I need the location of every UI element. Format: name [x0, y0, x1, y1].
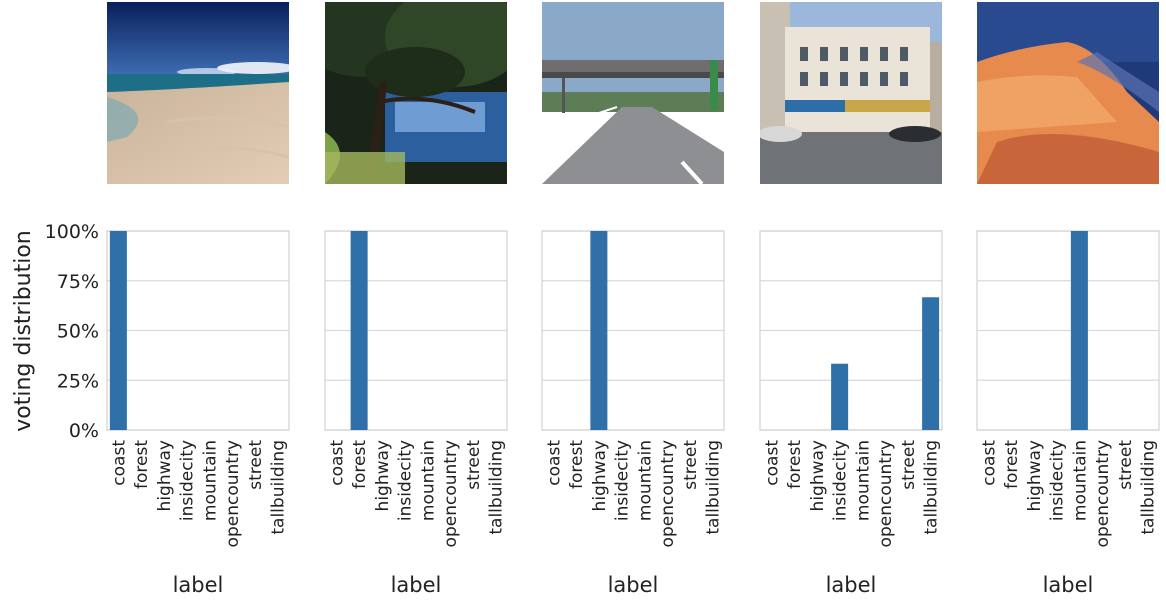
x-tick-label: insidecity	[178, 440, 198, 521]
bar-mountain	[1070, 231, 1088, 430]
x-tick-label: tallbuilding	[269, 440, 289, 535]
x-tick-label: forest	[1002, 440, 1022, 489]
mountain-photo	[977, 2, 1159, 184]
x-tick-label: mountain	[1070, 440, 1090, 521]
chart-panel-3: coast forest highway insidecity mountain open…	[541, 230, 725, 597]
x-tick-label: street	[246, 440, 266, 490]
x-tick-label: coast	[979, 440, 999, 486]
forest-photo	[325, 2, 507, 184]
y-tick-label: 100%	[45, 221, 99, 243]
axes-frame	[541, 230, 725, 431]
x-tick-label: mountain	[853, 440, 873, 521]
x-tick-label: forest	[132, 440, 152, 489]
axes-frame	[759, 230, 943, 431]
x-axis-label: label	[1043, 573, 1094, 597]
x-tick-label: opencountry	[876, 440, 896, 547]
chart-panel-5: coast forest highway insidecity mountain open…	[976, 230, 1160, 597]
chart-panel-1: 0% 25% 50% 75% 100% coast forest highway insidec…	[45, 221, 290, 597]
x-tick-label: opencountry	[223, 440, 243, 547]
coast-photo	[107, 2, 289, 184]
bar-insidecity	[831, 363, 849, 430]
chart-panel-2: coast forest highway insidecity mountain open…	[324, 230, 508, 597]
x-tick-label: street	[681, 440, 701, 490]
x-tick-label: tallbuilding	[487, 440, 507, 535]
x-tick-label: opencountry	[441, 440, 461, 547]
x-tick-label: highway	[590, 440, 610, 511]
x-tick-label: insidecity	[831, 440, 851, 521]
x-tick-label: tallbuilding	[1139, 440, 1159, 535]
bar-highway	[590, 231, 608, 430]
x-tick-label: mountain	[200, 440, 220, 521]
x-tick-label: forest	[785, 440, 805, 489]
bar-forest	[350, 231, 368, 430]
x-tick-label: insidecity	[1048, 440, 1068, 521]
x-tick-label: forest	[567, 440, 587, 489]
x-tick-label: coast	[109, 440, 129, 486]
x-tick-label: highway	[373, 440, 393, 511]
x-tick-label: highway	[155, 440, 175, 511]
x-tick-label: coast	[762, 440, 782, 486]
y-axis-label: voting distribution	[11, 230, 36, 432]
x-axis-label: label	[391, 573, 442, 597]
bar-tallbuilding	[922, 297, 940, 430]
x-axis-label: label	[608, 573, 659, 597]
x-tick-label: tallbuilding	[922, 440, 942, 535]
x-tick-label: opencountry	[1093, 440, 1113, 547]
axes-frame	[324, 230, 508, 431]
axes-frame	[976, 230, 1160, 431]
x-tick-label: tallbuilding	[704, 440, 724, 535]
y-tick-label: 75%	[57, 271, 99, 293]
x-axis-label: label	[173, 573, 224, 597]
x-axis-label: label	[826, 573, 877, 597]
city-photo	[760, 2, 942, 184]
x-tick-label: forest	[350, 440, 370, 489]
x-tick-label: mountain	[635, 440, 655, 521]
y-tick-label: 50%	[57, 321, 99, 343]
x-tick-label: insidecity	[613, 440, 633, 521]
x-tick-label: highway	[1025, 440, 1045, 511]
x-tick-label: coast	[327, 440, 347, 486]
x-tick-label: street	[464, 440, 484, 490]
x-tick-label: opencountry	[658, 440, 678, 547]
x-tick-label: insidecity	[396, 440, 416, 521]
chart-panel-4: coast forest highway insidecity mountain open…	[759, 230, 943, 597]
x-tick-label: street	[1116, 440, 1136, 490]
y-tick-label: 25%	[57, 370, 99, 392]
x-tick-label: street	[899, 440, 919, 490]
highway-photo	[542, 2, 724, 184]
x-tick-label: highway	[808, 440, 828, 511]
x-tick-label: coast	[544, 440, 564, 486]
x-tick-label: mountain	[418, 440, 438, 521]
bar-coast	[109, 231, 127, 430]
axes-frame	[106, 230, 290, 431]
y-tick-label: 0%	[69, 420, 99, 442]
